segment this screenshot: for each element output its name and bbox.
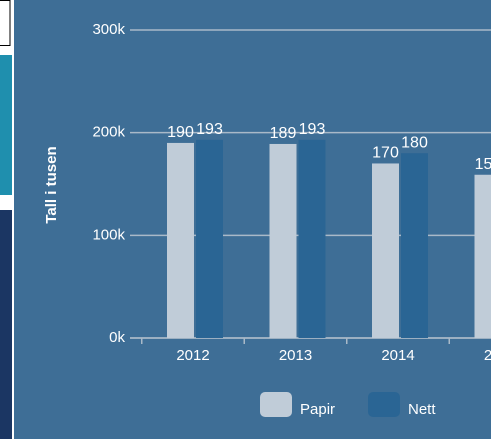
y-tick-label: 300k: [92, 21, 125, 38]
bar: [269, 143, 297, 338]
legend-label: Nett: [408, 401, 436, 418]
bar: [372, 163, 399, 338]
data-label: 189: [270, 125, 297, 142]
bar: [401, 153, 428, 338]
x-tick-label: 2014: [381, 347, 414, 364]
legend-label: Papir: [300, 401, 335, 418]
bar: [196, 139, 223, 338]
data-label: 190: [167, 124, 194, 141]
data-label: 159: [475, 156, 491, 173]
x-tick-label: 2013: [279, 347, 312, 364]
data-label: 193: [299, 121, 326, 138]
bar: [167, 142, 194, 338]
x-tick-label: 2015: [484, 347, 491, 364]
data-label: 180: [401, 134, 428, 151]
y-tick-label: 0k: [109, 329, 125, 346]
edge-box: [0, 0, 11, 46]
legend-swatch: [260, 392, 292, 417]
x-tick-label: 2012: [176, 347, 209, 364]
bar: [474, 174, 491, 338]
edge-strip: [0, 55, 12, 195]
y-axis-label: Tall i tusen: [43, 146, 60, 223]
y-tick-label: 100k: [92, 226, 125, 243]
edge-strip: [0, 210, 12, 439]
y-tick-label: 200k: [92, 124, 125, 141]
legend-swatch: [368, 392, 400, 417]
data-label: 170: [372, 145, 399, 162]
bar: [298, 139, 326, 338]
data-label: 193: [196, 121, 223, 138]
